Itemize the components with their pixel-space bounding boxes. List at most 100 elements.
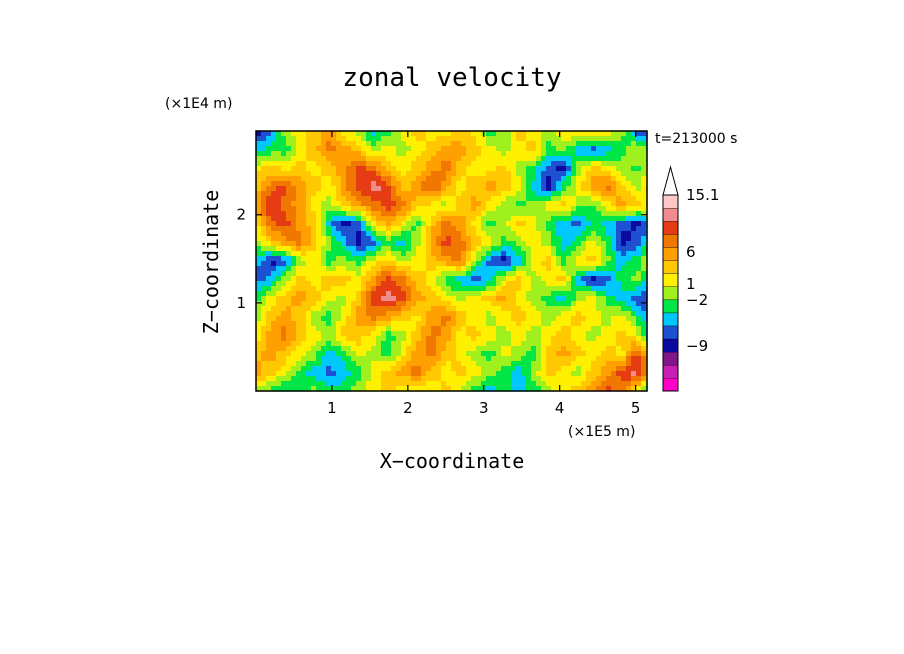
heatmap-cell — [366, 361, 372, 367]
heatmap-cell — [351, 346, 357, 352]
heatmap-cell — [581, 356, 587, 362]
heatmap-cell — [291, 306, 297, 312]
heatmap-cell — [521, 221, 527, 227]
heatmap-cell — [441, 136, 447, 142]
heatmap-cell — [401, 366, 407, 372]
heatmap-cell — [606, 226, 612, 232]
heatmap-cell — [276, 146, 282, 152]
heatmap-cell — [611, 216, 617, 222]
heatmap-cell — [426, 326, 432, 332]
heatmap-cell — [601, 241, 607, 247]
heatmap-cell — [596, 196, 602, 202]
heatmap-cell — [566, 356, 572, 362]
heatmap-cell — [451, 281, 457, 287]
heatmap-cell — [346, 201, 352, 207]
heatmap-cell — [396, 261, 402, 267]
heatmap-cell — [616, 266, 622, 272]
heatmap-cell — [466, 296, 472, 302]
heatmap-cell — [581, 141, 587, 147]
heatmap-cell — [306, 151, 312, 157]
heatmap-cell — [501, 256, 507, 262]
heatmap-cell — [426, 371, 432, 377]
heatmap-cell — [541, 276, 547, 282]
heatmap-cell — [491, 326, 497, 332]
heatmap-cell — [401, 296, 407, 302]
heatmap-cell — [591, 241, 597, 247]
heatmap-cell — [556, 236, 562, 242]
heatmap-cell — [536, 241, 542, 247]
heatmap-cell — [346, 256, 352, 262]
heatmap-cell — [326, 151, 332, 157]
heatmap-cell — [596, 361, 602, 367]
heatmap-cell — [626, 196, 632, 202]
heatmap-cell — [261, 151, 267, 157]
heatmap-cell — [316, 146, 322, 152]
heatmap-cell — [591, 251, 597, 257]
heatmap-cell — [561, 256, 567, 262]
heatmap-cell — [486, 336, 492, 342]
heatmap-cell — [396, 386, 402, 392]
heatmap-cell — [346, 271, 352, 277]
heatmap-cell — [606, 281, 612, 287]
heatmap-cell — [636, 336, 642, 342]
heatmap-cell — [356, 351, 362, 357]
heatmap-cell — [376, 311, 382, 317]
heatmap-cell — [521, 156, 527, 162]
heatmap-cell — [531, 386, 537, 392]
heatmap-cell — [491, 386, 497, 392]
heatmap-cell — [356, 181, 362, 187]
heatmap-cell — [556, 196, 562, 202]
heatmap-cell — [456, 346, 462, 352]
heatmap-cell — [526, 156, 532, 162]
heatmap-cell — [401, 361, 407, 367]
heatmap-cell — [321, 311, 327, 317]
heatmap-cell — [586, 261, 592, 267]
heatmap-cell — [561, 286, 567, 292]
heatmap-cell — [601, 331, 607, 337]
heatmap-cell — [641, 166, 647, 172]
x-tick-label: 2 — [403, 399, 413, 417]
heatmap-cell — [411, 376, 417, 382]
heatmap-cell — [516, 256, 522, 262]
heatmap-cell — [446, 251, 452, 257]
heatmap-cell — [511, 386, 517, 392]
heatmap-cell — [511, 191, 517, 197]
heatmap-cell — [466, 171, 472, 177]
heatmap-cell — [261, 261, 267, 267]
heatmap-cell — [336, 316, 342, 322]
heatmap-cell — [411, 286, 417, 292]
heatmap-cell — [301, 291, 307, 297]
heatmap-cell — [346, 286, 352, 292]
heatmap-cell — [321, 166, 327, 172]
heatmap-cell — [621, 351, 627, 357]
heatmap-cell — [591, 171, 597, 177]
heatmap-cell — [596, 281, 602, 287]
heatmap-cell — [576, 146, 582, 152]
heatmap-cell — [581, 236, 587, 242]
heatmap-cell — [346, 266, 352, 272]
heatmap-cell — [476, 371, 482, 377]
heatmap-cell — [626, 336, 632, 342]
heatmap-cell — [566, 151, 572, 157]
heatmap-cell — [581, 381, 587, 387]
heatmap-cell — [456, 386, 462, 392]
heatmap-cell — [511, 281, 517, 287]
heatmap-cell — [436, 186, 442, 192]
heatmap-cell — [501, 306, 507, 312]
heatmap-cell — [551, 211, 557, 217]
heatmap-cell — [271, 136, 277, 142]
heatmap-cell — [521, 166, 527, 172]
heatmap-cell — [391, 331, 397, 337]
heatmap-cell — [581, 376, 587, 382]
heatmap-cell — [356, 311, 362, 317]
heatmap-cell — [401, 141, 407, 147]
heatmap-cell — [586, 326, 592, 332]
heatmap-cell — [466, 141, 472, 147]
heatmap-cell — [416, 196, 422, 202]
heatmap-cell — [281, 381, 287, 387]
heatmap-cell — [336, 136, 342, 142]
heatmap-cell — [561, 216, 567, 222]
heatmap-cell — [561, 206, 567, 212]
heatmap-cell — [491, 196, 497, 202]
heatmap-cell — [496, 291, 502, 297]
